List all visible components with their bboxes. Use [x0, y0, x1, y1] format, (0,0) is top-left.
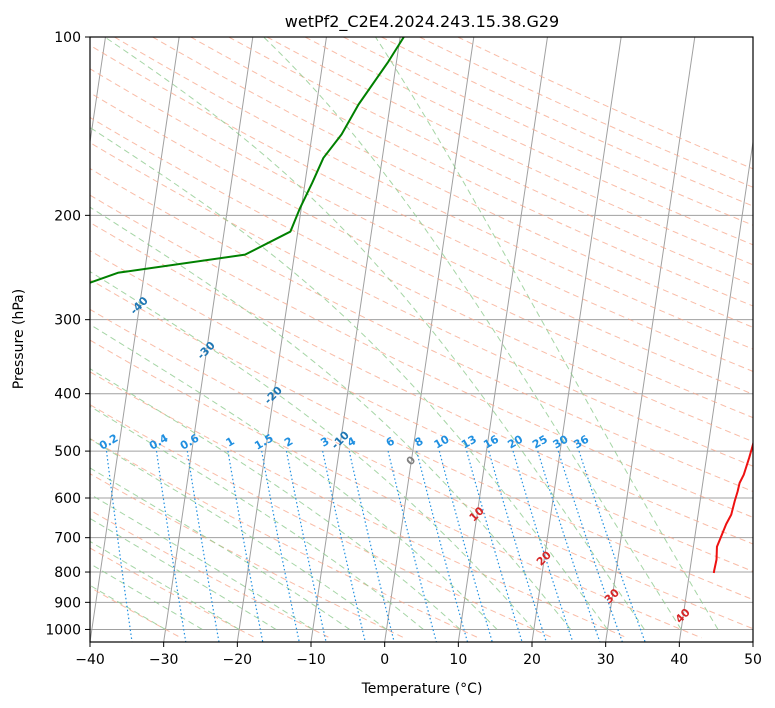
mixing-ratio-line	[285, 450, 327, 642]
mixing-ratio-line	[557, 450, 623, 642]
mixing-ratio-line	[466, 450, 523, 642]
mixing-ratio-line	[488, 450, 547, 642]
y-axis-title: Pressure (hPa)	[11, 289, 27, 389]
mixing-ratio-line	[348, 450, 395, 642]
isotherm-line	[163, 37, 254, 642]
mixing-ratio-line	[512, 450, 574, 642]
plot-frame	[89, 36, 754, 643]
x-tick-label: 0	[380, 652, 389, 668]
dry-adiabat-line	[381, 37, 753, 207]
moist-adiabat-line	[90, 467, 350, 630]
moist-adiabat-line	[104, 37, 645, 630]
y-tick-label: 100	[54, 30, 81, 46]
y-tick-label: 700	[54, 531, 81, 547]
dry-adiabat-line	[266, 37, 753, 266]
dry-adiabat-line	[90, 44, 753, 372]
mixing-ratio-line	[105, 451, 133, 642]
moist-adiabat-line	[90, 271, 535, 630]
isotherm-line	[90, 37, 180, 642]
x-tick-label: 20	[523, 652, 541, 668]
y-tick-label: 800	[54, 565, 81, 581]
isotherm-line	[310, 37, 401, 642]
moist-adiabat-line	[90, 323, 498, 630]
mixing-ratio-line	[387, 450, 437, 642]
dry-adiabat-line	[90, 308, 753, 630]
moist-adiabat-line	[90, 368, 461, 630]
mixing-ratio-line	[438, 450, 493, 642]
dry-adiabat-line	[190, 37, 753, 307]
moist-adiabat-line	[263, 37, 682, 630]
moist-adiabat-line	[90, 584, 166, 630]
x-tick-label: 10	[449, 652, 467, 668]
mixing-ratio-line	[261, 450, 300, 642]
x-axis: −40 −30 −20 −10 0 10 20 30 40 50	[75, 642, 762, 668]
x-tick-label: −40	[75, 652, 105, 668]
x-tick-label: −30	[149, 652, 179, 668]
dry-adiabat-line	[90, 473, 405, 639]
isotherm-line	[605, 37, 696, 642]
moist-adiabat-line	[90, 563, 203, 630]
moist-adiabat-line	[90, 438, 387, 630]
moist-adiabat-line	[90, 540, 240, 630]
x-tick-label: 50	[744, 652, 762, 668]
mixing-ratio-line	[578, 450, 646, 642]
y-tick-label: 900	[54, 595, 81, 611]
x-tick-label: −10	[296, 652, 326, 668]
dry-adiabat-line	[90, 116, 753, 443]
x-tick-label: −20	[223, 652, 253, 668]
y-tick-label: 500	[54, 444, 81, 460]
mixing-ratio-line	[155, 451, 187, 642]
dry-adiabat-line	[90, 250, 753, 572]
dry-adiabat-line	[90, 167, 753, 492]
y-tick-label: 1000	[45, 622, 81, 638]
dry-adiabat-line	[90, 371, 628, 639]
x-tick-label: 30	[597, 652, 615, 668]
moist-adiabat-line	[90, 126, 608, 630]
dry-adiabat-line	[90, 142, 753, 467]
x-tick-label: 40	[670, 652, 688, 668]
background-grid	[90, 37, 753, 642]
y-tick-label: 600	[54, 491, 81, 507]
mixing-ratio-line	[537, 450, 601, 642]
dry-adiabat-line	[90, 221, 753, 545]
dry-adiabat-line	[90, 404, 554, 639]
moist-adiabat-line	[375, 37, 719, 630]
mixing-ratio-line	[322, 450, 366, 642]
isotherm-line	[457, 37, 548, 642]
isotherm-line	[531, 37, 622, 642]
dry-adiabat-line	[90, 509, 330, 639]
y-tick-label: 300	[54, 313, 81, 329]
y-tick-label: 200	[54, 208, 81, 224]
chart-title: wetPf2_C2E4.2024.243.15.38.G29	[285, 12, 559, 32]
dry-adiabat-line	[304, 37, 753, 246]
dry-adiabat-line	[90, 68, 753, 395]
isotherm-line	[384, 37, 475, 642]
moist-adiabat-line	[90, 206, 572, 630]
y-tick-label: 400	[54, 387, 81, 403]
dry-adiabat-line	[90, 92, 753, 419]
temperature-profile	[712, 440, 753, 574]
dewpoint-profile	[90, 37, 405, 284]
y-axis: 100 200 300 400 500 600 700 800 900 1000	[45, 30, 90, 638]
dry-adiabat-line	[114, 37, 753, 350]
moist-adiabat-line	[90, 517, 277, 630]
sounding-series	[90, 37, 753, 574]
isotherm-line	[236, 37, 327, 642]
mixing-ratio-line	[416, 450, 469, 642]
dry-adiabat-line	[457, 37, 753, 170]
isotherm-line	[678, 138, 753, 642]
x-axis-title: Temperature (°C)	[361, 681, 483, 697]
